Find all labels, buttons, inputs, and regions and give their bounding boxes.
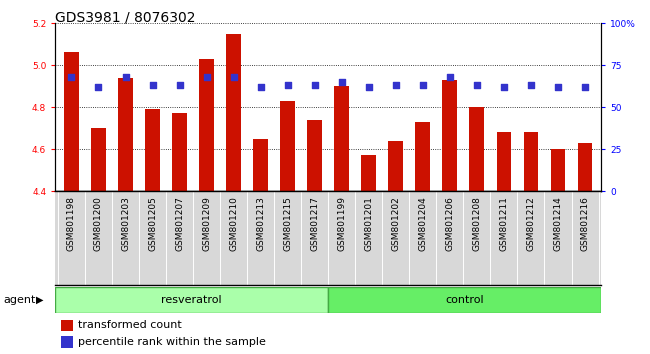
Text: GSM801204: GSM801204 [419, 196, 427, 251]
Bar [334, 86, 349, 191]
Point [445, 74, 455, 80]
Text: GSM801209: GSM801209 [202, 196, 211, 251]
Point [552, 84, 563, 90]
Point [120, 74, 131, 80]
Text: ▶: ▶ [36, 295, 44, 305]
FancyBboxPatch shape [55, 287, 328, 313]
Bar [443, 80, 458, 191]
Point [391, 82, 401, 88]
Text: resveratrol: resveratrol [161, 295, 222, 305]
Text: GSM801200: GSM801200 [94, 196, 103, 251]
Bar [226, 34, 241, 191]
Point [580, 84, 590, 90]
Point [309, 82, 320, 88]
Bar [361, 155, 376, 191]
Text: GSM801205: GSM801205 [148, 196, 157, 251]
Bar [199, 59, 214, 191]
Text: transformed count: transformed count [78, 320, 182, 330]
Point [66, 74, 77, 80]
Text: GSM801202: GSM801202 [391, 196, 400, 251]
Point [499, 84, 509, 90]
Point [174, 82, 185, 88]
Text: GSM801208: GSM801208 [473, 196, 482, 251]
Bar [523, 132, 538, 191]
Bar [118, 78, 133, 191]
Text: agent: agent [3, 295, 36, 305]
Bar [280, 101, 295, 191]
Bar [60, 336, 73, 348]
Point [283, 82, 293, 88]
Bar [64, 52, 79, 191]
Bar [254, 139, 268, 191]
Bar [145, 109, 160, 191]
Bar [60, 320, 73, 331]
Bar [497, 132, 512, 191]
Point [202, 74, 212, 80]
Text: GSM801206: GSM801206 [445, 196, 454, 251]
Point [418, 82, 428, 88]
Bar [415, 122, 430, 191]
Point [255, 84, 266, 90]
Text: GSM801199: GSM801199 [337, 196, 346, 251]
Text: GSM801216: GSM801216 [580, 196, 590, 251]
Bar [469, 107, 484, 191]
Point [94, 84, 104, 90]
Point [148, 82, 158, 88]
Point [337, 79, 347, 85]
Text: GSM801207: GSM801207 [175, 196, 184, 251]
Bar [91, 128, 106, 191]
Text: percentile rank within the sample: percentile rank within the sample [78, 337, 266, 347]
Point [472, 82, 482, 88]
Bar [307, 120, 322, 191]
Bar [389, 141, 403, 191]
Text: GSM801213: GSM801213 [256, 196, 265, 251]
Bar [551, 149, 566, 191]
FancyBboxPatch shape [328, 287, 601, 313]
Bar [172, 113, 187, 191]
Text: GSM801203: GSM801203 [121, 196, 130, 251]
Text: GSM801212: GSM801212 [526, 196, 536, 251]
Text: GSM801201: GSM801201 [364, 196, 373, 251]
Text: control: control [445, 295, 484, 305]
Text: GSM801217: GSM801217 [310, 196, 319, 251]
Point [526, 82, 536, 88]
Text: GSM801214: GSM801214 [554, 196, 562, 251]
Text: GSM801211: GSM801211 [499, 196, 508, 251]
Point [228, 74, 239, 80]
Point [363, 84, 374, 90]
Text: GSM801198: GSM801198 [67, 196, 76, 251]
Bar [578, 143, 592, 191]
Text: GDS3981 / 8076302: GDS3981 / 8076302 [55, 11, 196, 25]
Text: GSM801210: GSM801210 [229, 196, 238, 251]
Text: GSM801215: GSM801215 [283, 196, 292, 251]
